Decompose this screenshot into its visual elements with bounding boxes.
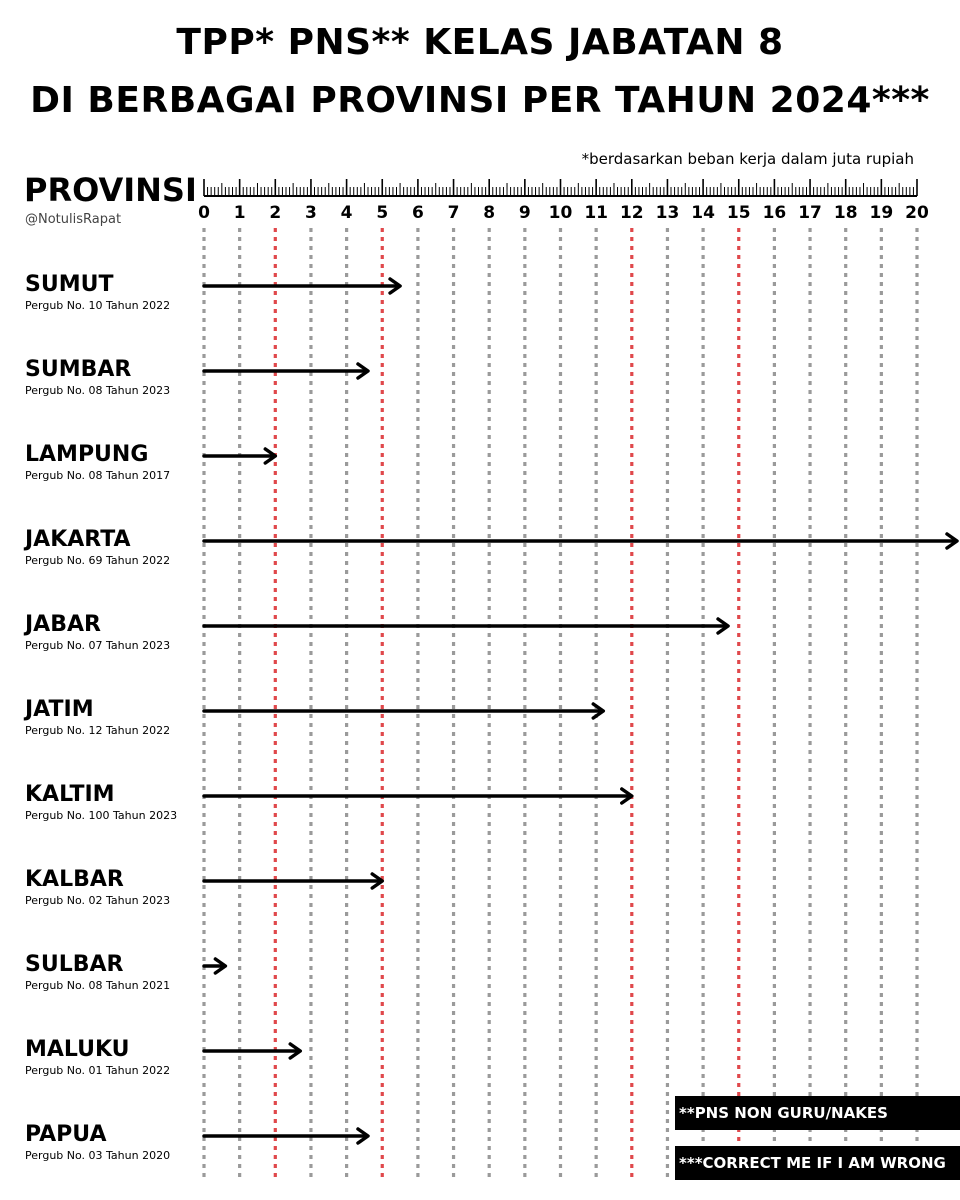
province-regulation: Pergub No. 08 Tahun 2023 (25, 384, 171, 397)
province-name: SUMUT (25, 272, 114, 297)
x-tick-label-8: 8 (483, 203, 495, 223)
x-tick-label-14: 14 (691, 203, 715, 223)
province-regulation: Pergub No. 03 Tahun 2020 (25, 1149, 171, 1162)
province-label: JATIM Pergub No. 12 Tahun 2022 (25, 698, 170, 739)
grid-lines (202, 228, 919, 1180)
x-tick-label-0: 0 (198, 203, 210, 223)
x-tick-label-12: 12 (620, 203, 644, 223)
x-tick-label-18: 18 (834, 203, 858, 223)
x-tick-label-16: 16 (763, 203, 787, 223)
province-label: MALUKU Pergub No. 01 Tahun 2022 (25, 1038, 170, 1079)
province-regulation: Pergub No. 08 Tahun 2021 (25, 979, 171, 992)
x-tick-label-3: 3 (305, 203, 317, 223)
arrow-head (716, 617, 730, 635)
arrow-jabar (202, 617, 730, 635)
footnote-non-guru: **PNS NON GURU/NAKES (675, 1096, 960, 1130)
province-name: SULBAR (25, 952, 124, 977)
x-tick-label-5: 5 (376, 203, 388, 223)
chart-title-line2: DI BERBAGAI PROVINSI PER TAHUN 2024*** (30, 80, 930, 121)
arrow-head (620, 787, 634, 805)
province-name: JABAR (25, 612, 101, 637)
x-tick-label-15: 15 (727, 203, 751, 223)
unit-note: *berdasarkan beban kerja dalam juta rupi… (581, 150, 914, 168)
province-name: KALTIM (25, 782, 115, 807)
arrow-head (370, 872, 384, 890)
province-label: JAKARTA Pergub No. 69 Tahun 2022 (25, 528, 170, 569)
arrow-sumut (202, 277, 402, 295)
province-regulation: Pergub No. 12 Tahun 2022 (25, 724, 171, 737)
province-regulation: Pergub No. 01 Tahun 2022 (25, 1064, 171, 1077)
arrow-kaltim (202, 787, 634, 805)
arrow-papua (202, 1127, 370, 1145)
x-tick-label-4: 4 (341, 203, 353, 223)
province-regulation: Pergub No. 10 Tahun 2022 (25, 299, 171, 312)
province-regulation: Pergub No. 08 Tahun 2017 (25, 469, 171, 482)
arrow-sumbar (202, 362, 370, 380)
x-tick-label-6: 6 (412, 203, 424, 223)
province-label: JABAR Pergub No. 07 Tahun 2023 (25, 613, 170, 654)
province-label: PAPUA Pergub No. 03 Tahun 2020 (25, 1123, 170, 1164)
province-name: JATIM (25, 697, 94, 722)
x-tick-label-19: 19 (870, 203, 894, 223)
province-regulation: Pergub No. 100 Tahun 2023 (25, 809, 178, 822)
province-label: KALBAR Pergub No. 02 Tahun 2023 (25, 868, 170, 909)
footnote-correct-me: ***CORRECT ME IF I AM WRONG (675, 1146, 960, 1180)
value-arrows (202, 277, 959, 1145)
arrow-jatim (202, 702, 606, 720)
arrow-kalbar (202, 872, 384, 890)
province-label: SUMBAR Pergub No. 08 Tahun 2023 (25, 358, 170, 399)
province-name: PAPUA (25, 1122, 107, 1147)
y-axis-title: PROVINSI (24, 171, 197, 209)
x-tick-label-17: 17 (798, 203, 822, 223)
province-label: SUMUT Pergub No. 10 Tahun 2022 (25, 273, 170, 314)
x-tick-label-10: 10 (549, 203, 573, 223)
arrow-head (356, 362, 370, 380)
arrow-head (263, 447, 278, 465)
province-label: SULBAR Pergub No. 08 Tahun 2021 (25, 953, 170, 994)
author-handle: @NotulisRapat (25, 212, 122, 227)
province-name: MALUKU (25, 1037, 130, 1062)
x-tick-label-9: 9 (519, 203, 531, 223)
x-tick-label-13: 13 (656, 203, 680, 223)
province-name: KALBAR (25, 867, 124, 892)
x-tick-label-11: 11 (584, 203, 608, 223)
arrow-head (945, 532, 959, 550)
province-regulation: Pergub No. 02 Tahun 2023 (25, 894, 171, 907)
x-tick-label-2: 2 (269, 203, 281, 223)
province-label: KALTIM Pergub No. 100 Tahun 2023 (25, 783, 177, 824)
x-tick-label-20: 20 (905, 203, 929, 223)
arrow-head (591, 702, 606, 720)
arrow-lampung (202, 447, 278, 465)
arrow-head (388, 277, 402, 295)
arrow-sulbar (202, 957, 228, 975)
arrow-head (213, 957, 228, 975)
arrow-maluku (202, 1042, 303, 1060)
chart-title-line1: TPP* PNS** KELAS JABATAN 8 (176, 22, 784, 63)
x-tick-labels: 0 1 2 3 4 5 6 7 8 9 10 11 12 13 14 15 16 17 18 19 20 (198, 203, 929, 223)
x-tick-label-1: 1 (234, 203, 246, 223)
province-name: SUMBAR (25, 357, 132, 382)
arrow-jakarta (202, 532, 959, 550)
province-name: LAMPUNG (25, 442, 149, 467)
province-label: LAMPUNG Pergub No. 08 Tahun 2017 (25, 443, 170, 484)
x-tick-label-7: 7 (448, 203, 460, 223)
province-name: JAKARTA (25, 527, 131, 552)
arrow-head (288, 1042, 303, 1060)
province-regulation: Pergub No. 07 Tahun 2023 (25, 639, 171, 652)
ruler (203, 179, 918, 197)
arrow-head (356, 1127, 370, 1145)
province-regulation: Pergub No. 69 Tahun 2022 (25, 554, 171, 567)
